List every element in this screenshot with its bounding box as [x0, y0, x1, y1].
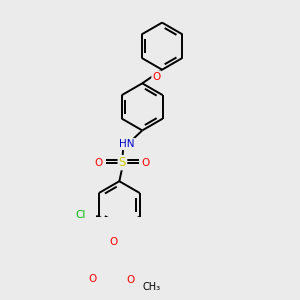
Text: S: S — [119, 156, 126, 169]
Text: O: O — [109, 237, 117, 247]
Text: O: O — [126, 275, 135, 285]
Text: O: O — [152, 71, 160, 82]
Text: HN: HN — [119, 139, 134, 149]
Text: O: O — [95, 158, 103, 168]
Text: O: O — [88, 274, 96, 284]
Text: CH₃: CH₃ — [142, 282, 160, 292]
Text: Cl: Cl — [75, 210, 85, 220]
Text: O: O — [142, 158, 150, 168]
